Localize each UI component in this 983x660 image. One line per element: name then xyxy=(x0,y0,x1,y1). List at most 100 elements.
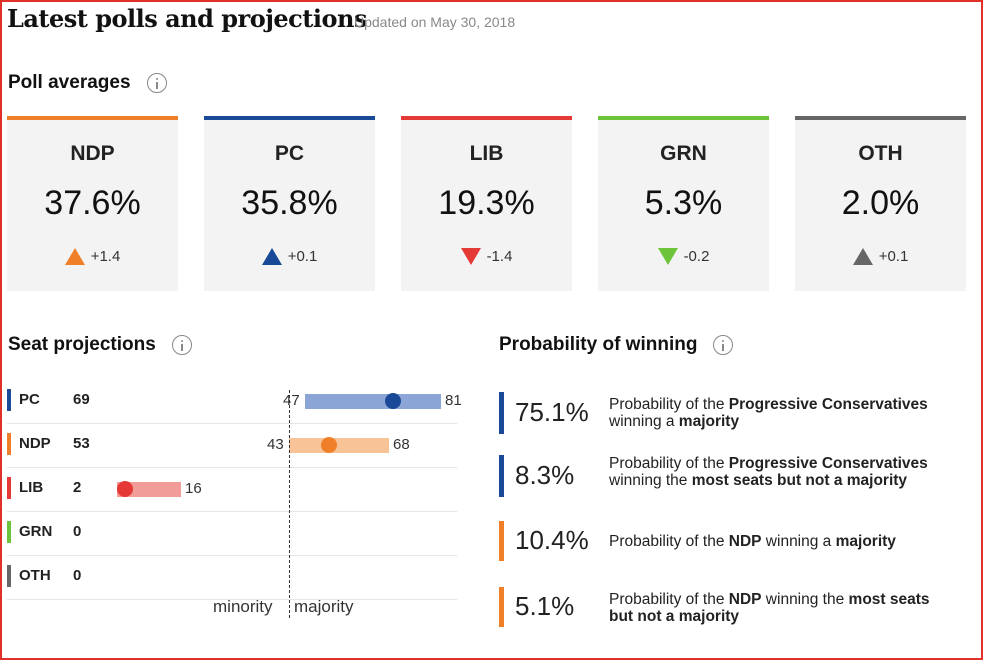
poll-card-lib: LIB 19.3% -1.4 xyxy=(401,116,572,291)
emphasis-text: most seats but not a majority xyxy=(691,472,908,489)
change-value: +0.1 xyxy=(287,248,318,265)
range-low-label: 43 xyxy=(267,436,284,453)
emphasis-text: Progressive Conservatives xyxy=(728,455,928,472)
range-high-label: 81 xyxy=(445,392,462,409)
seat-projection-dot xyxy=(385,393,401,409)
party-abbr: PC xyxy=(19,391,40,408)
seat-row-pc: PC 69 xyxy=(7,379,457,423)
row-divider xyxy=(7,423,457,424)
row-divider xyxy=(7,467,457,468)
minority-label: minority xyxy=(213,597,273,616)
probability-value: 10.4% xyxy=(515,525,589,555)
seat-row-oth: OTH 0 xyxy=(7,555,457,599)
row-divider xyxy=(7,599,457,600)
poll-change: -0.2 xyxy=(598,248,769,265)
range-high-label: 16 xyxy=(185,480,202,497)
info-icon[interactable] xyxy=(171,335,192,355)
probability-value: 8.3% xyxy=(515,460,575,490)
probability-item: 10.4% Probability of the NDP winning a ma… xyxy=(499,521,969,561)
emphasis-text: majority xyxy=(835,533,896,550)
seat-row-ndp: NDP 53 xyxy=(7,423,457,467)
probability-description: Probability of the NDP winning a majorit… xyxy=(609,533,954,550)
change-value: -1.4 xyxy=(486,248,513,265)
poll-change: +0.1 xyxy=(795,248,966,265)
description-text: winning the xyxy=(609,472,692,489)
probability-color-bar xyxy=(499,392,504,434)
party-abbr: OTH xyxy=(19,567,51,584)
party-name: GRN xyxy=(660,142,707,165)
probability-description: Probability of the Progressive Conservat… xyxy=(609,396,954,430)
description-text: Probability of the xyxy=(609,591,729,608)
seat-count: 69 xyxy=(73,391,90,408)
row-divider xyxy=(7,511,457,512)
emphasis-text: majority xyxy=(678,413,740,430)
row-divider xyxy=(7,555,457,556)
seat-count: 0 xyxy=(73,523,82,540)
probability-value: 75.1% xyxy=(515,397,589,427)
info-icon[interactable] xyxy=(713,335,734,355)
poll-percentage: 19.3% xyxy=(438,184,535,222)
poll-card-oth: OTH 2.0% +0.1 xyxy=(795,116,966,291)
party-color-bar xyxy=(7,477,11,499)
page-title: Latest polls and projections xyxy=(7,4,367,33)
change-value: -0.2 xyxy=(683,248,710,265)
poll-averages-heading: Poll averages xyxy=(8,72,167,94)
triangle-up-icon xyxy=(64,248,85,265)
poll-percentage: 5.3% xyxy=(644,184,723,222)
description-text: Probability of the xyxy=(609,455,729,472)
party-name: PC xyxy=(274,142,305,165)
change-value: +1.4 xyxy=(90,248,121,265)
party-color-bar xyxy=(7,433,11,455)
description-text: winning a xyxy=(761,533,836,550)
seat-range-bar xyxy=(117,481,181,497)
poll-change: -1.4 xyxy=(401,248,572,265)
triangle-up-icon xyxy=(261,248,282,265)
seat-count: 2 xyxy=(73,479,82,496)
emphasis-text: NDP xyxy=(728,533,762,550)
seat-row-lib: LIB 2 xyxy=(7,467,457,511)
party-color-bar xyxy=(7,565,11,587)
probability-color-bar xyxy=(499,587,504,627)
probability-title: Probability of winning xyxy=(499,334,698,355)
seat-projections-heading: Seat projections xyxy=(8,334,192,356)
probability-value: 5.1% xyxy=(515,591,575,621)
party-color-bar xyxy=(7,521,11,543)
emphasis-text: Progressive Conservatives xyxy=(728,396,928,413)
probability-color-bar xyxy=(499,521,504,561)
majority-label: majority xyxy=(294,597,354,616)
triangle-up-icon xyxy=(852,248,873,265)
info-icon[interactable] xyxy=(146,73,167,93)
party-abbr: LIB xyxy=(19,479,44,496)
seat-range-bar xyxy=(305,393,441,409)
poll-averages-title: Poll averages xyxy=(8,72,131,93)
poll-card-ndp: NDP 37.6% +1.4 xyxy=(7,116,178,291)
party-color-bar xyxy=(7,389,11,411)
party-name: LIB xyxy=(469,142,504,165)
probability-description: Probability of the NDP winning the most … xyxy=(609,591,954,625)
probability-color-bar xyxy=(499,455,504,497)
party-abbr: NDP xyxy=(19,435,51,452)
triangle-down-icon xyxy=(657,248,678,265)
probability-item: 8.3% Probability of the Progressive Conse… xyxy=(499,455,969,497)
seat-count: 0 xyxy=(73,567,82,584)
poll-percentage: 35.8% xyxy=(241,184,338,222)
party-name: NDP xyxy=(70,142,115,165)
poll-card-pc: PC 35.8% +0.1 xyxy=(204,116,375,291)
poll-change: +0.1 xyxy=(204,248,375,265)
seat-projection-dot xyxy=(117,481,133,497)
probability-item: 5.1% Probability of the NDP winning the m… xyxy=(499,587,969,627)
emphasis-text: most seats but not a majority xyxy=(609,591,930,625)
description-text: winning a xyxy=(609,413,679,430)
party-abbr: GRN xyxy=(19,523,53,540)
emphasis-text: NDP xyxy=(728,591,762,608)
probability-item: 75.1% Probability of the Progressive Cons… xyxy=(499,392,969,434)
probability-heading: Probability of winning xyxy=(499,334,734,356)
poll-percentage: 2.0% xyxy=(841,184,920,222)
party-name: OTH xyxy=(858,142,903,165)
range-high-label: 68 xyxy=(393,436,410,453)
description-text: Probability of the xyxy=(609,396,729,413)
range-low-label: 47 xyxy=(283,392,300,409)
poll-percentage: 37.6% xyxy=(44,184,141,222)
seat-count: 53 xyxy=(73,435,90,452)
